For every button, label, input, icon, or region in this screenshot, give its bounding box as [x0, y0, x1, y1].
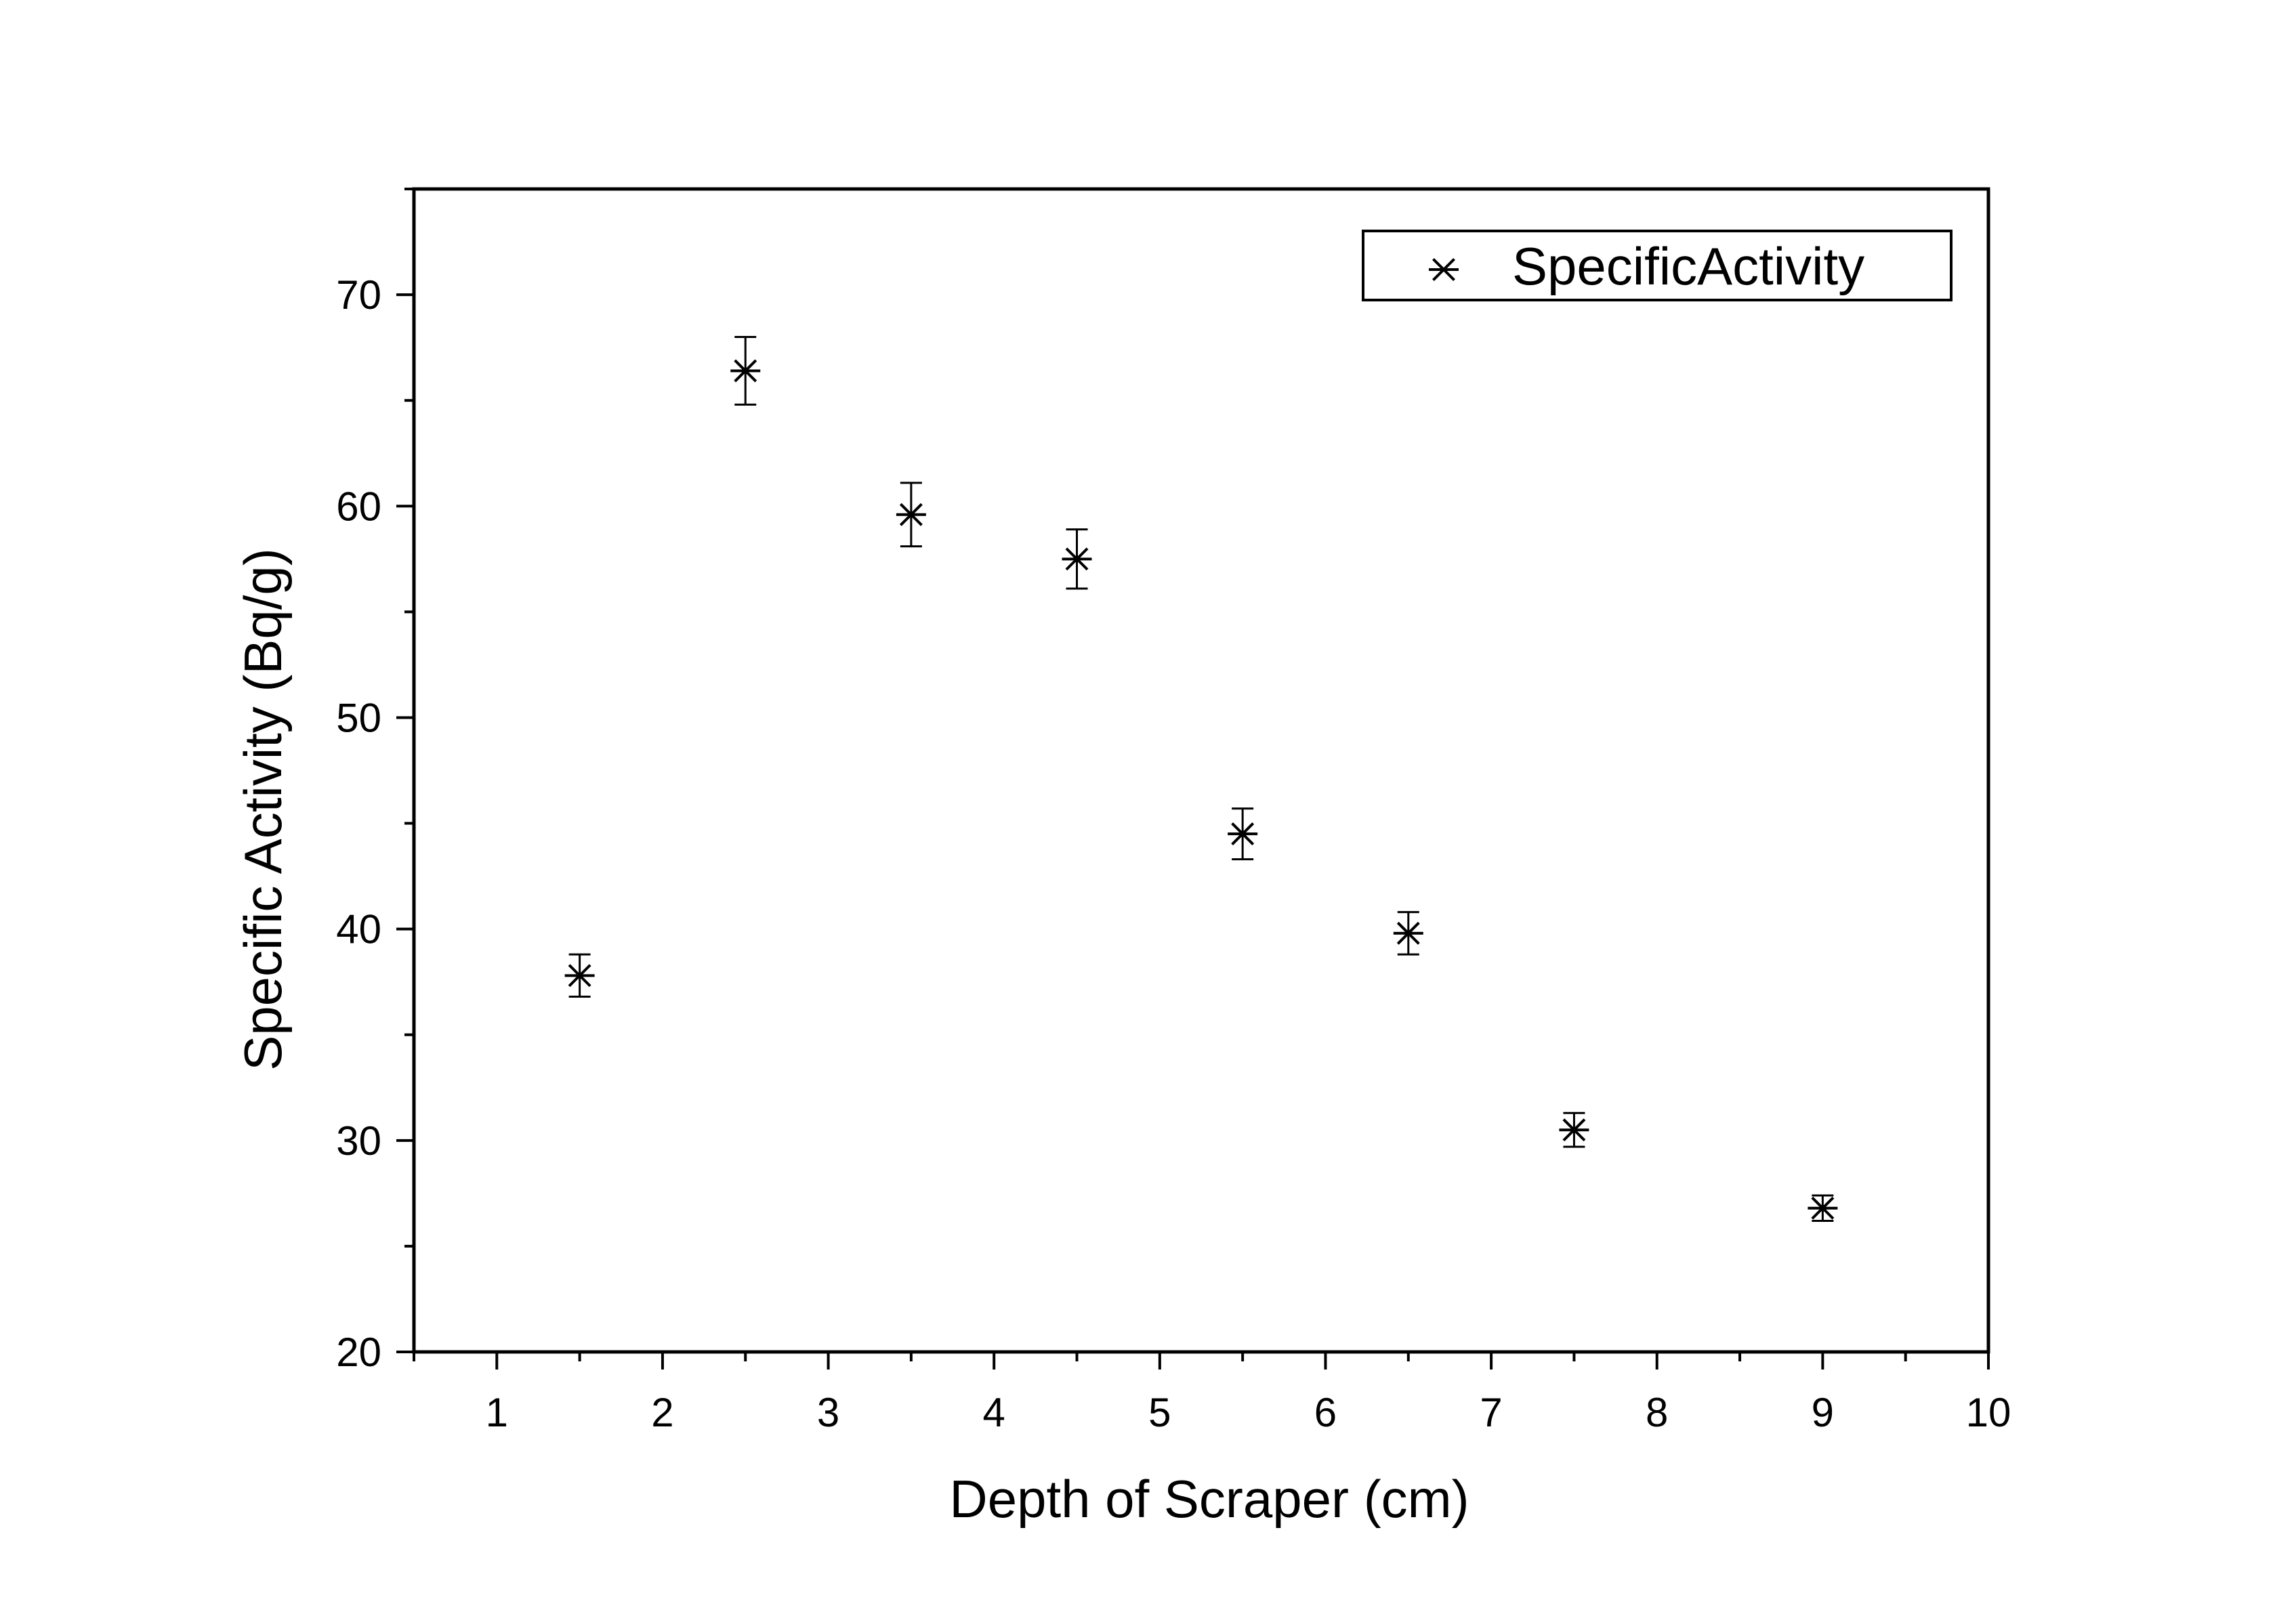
data-point	[896, 482, 926, 548]
plot-frame	[412, 187, 1990, 1354]
x-tick-label: 4	[983, 1390, 1005, 1435]
point-marker	[1228, 822, 1258, 846]
legend-marker-icon	[1429, 258, 1459, 281]
legend-label-specificactivity: SpecificActivity	[1512, 236, 1864, 296]
data-series	[564, 336, 1838, 1222]
data-point	[1062, 528, 1092, 590]
point-marker	[564, 964, 595, 988]
y-tick-label: 20	[336, 1330, 381, 1375]
data-point	[1808, 1194, 1838, 1222]
point-marker	[1062, 547, 1092, 571]
x-tick-label: 2	[651, 1390, 673, 1435]
x-tick-label: 1	[486, 1390, 508, 1435]
point-marker	[896, 503, 926, 526]
y-tick-label: 40	[336, 907, 381, 952]
y-tick-label: 50	[336, 695, 381, 740]
point-marker	[1559, 1118, 1589, 1142]
point-marker	[730, 359, 761, 383]
x-axis: 1 2 3 4 5 6 7 8 9 10	[413, 1352, 2011, 1435]
data-point	[1559, 1111, 1589, 1148]
x-tick-label: 3	[817, 1390, 839, 1435]
x-tick-label: 10	[1966, 1390, 2011, 1435]
x-tick-label: 7	[1480, 1390, 1502, 1435]
plot-border	[412, 187, 1990, 1354]
y-tick-label: 70	[336, 272, 381, 318]
y-axis: 20 30 40 50 60 70	[336, 188, 414, 1375]
legend[interactable]: SpecificActivity	[1362, 230, 1953, 301]
x-tick-label: 8	[1646, 1390, 1668, 1435]
data-point	[564, 953, 595, 998]
point-marker	[1393, 921, 1423, 945]
x-tick-label: 9	[1812, 1390, 1834, 1435]
x-tick-label: 6	[1314, 1390, 1337, 1435]
data-point	[1228, 807, 1258, 861]
data-point	[1393, 911, 1423, 956]
y-axis-title: Specific Activity (Bq/g)	[233, 548, 293, 1071]
x-tick-label: 5	[1148, 1390, 1171, 1435]
point-marker	[1808, 1196, 1838, 1220]
data-point	[730, 336, 761, 406]
legend-box	[1362, 230, 1953, 301]
y-tick-label: 60	[336, 484, 381, 529]
y-tick-label: 30	[336, 1118, 381, 1164]
x-axis-title: Depth of Scraper (cm)	[949, 1469, 1469, 1529]
